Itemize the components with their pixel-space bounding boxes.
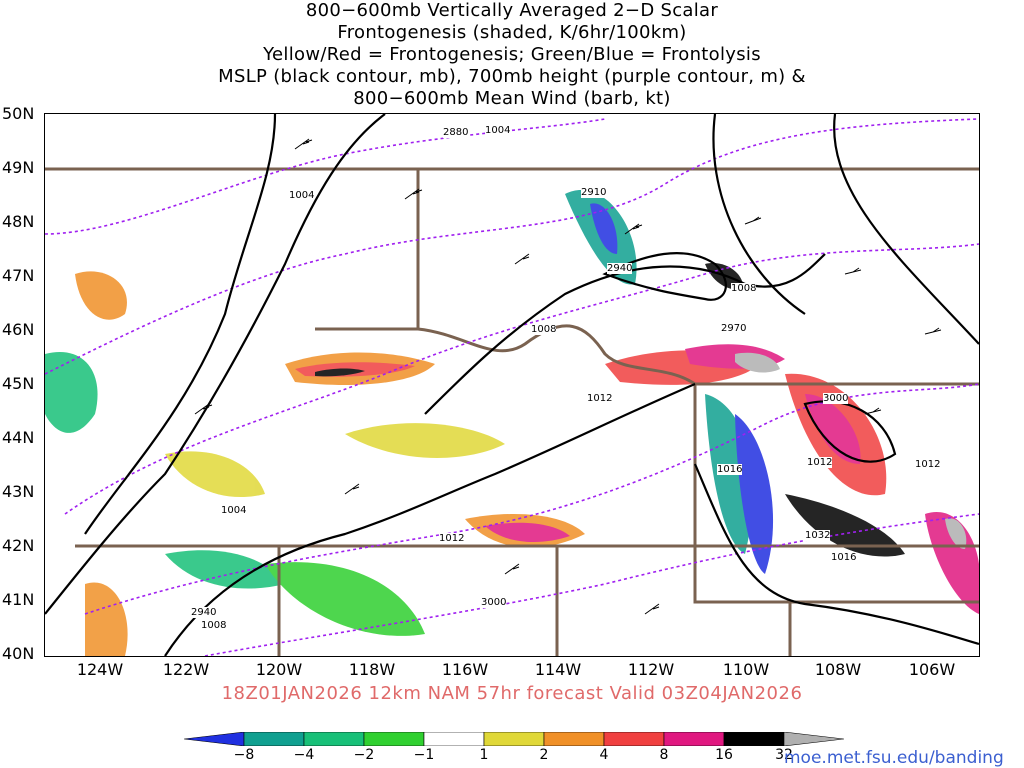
mslp-label: 1004 [221,505,247,516]
height-label: 3000 [823,393,849,404]
mslp-label: 1032 [805,530,831,541]
credit-url: moe.met.fsu.edu/banding [784,748,1004,768]
colorbar-segment [663,732,725,746]
mslp-label: 1004 [485,125,511,136]
lon-label-120w: 120W [255,660,303,679]
colorbar-segment [543,732,605,746]
mslp-contours [45,114,979,656]
colorbar-segment [483,732,545,746]
title-line-5: 800−600mb Mean Wind (barb, kt) [353,88,671,109]
title-line-3: Yellow/Red = Frontogenesis; Green/Blue =… [263,44,761,65]
lat-label-48n: 48N [2,212,35,231]
mslp-label: 1012 [915,459,941,470]
state-borders [45,167,979,656]
lon-label-110w: 110W [722,660,770,679]
colorbar-label: 1 [479,747,489,763]
colorbar-label: 16 [715,747,733,763]
title-line-4: MSLP (black contour, mb), 700mb height (… [218,66,806,87]
lat-label-46n: 46N [2,320,35,339]
lat-label-44n: 44N [2,428,35,447]
colorbar-segment [723,732,785,746]
height-label: 2970 [721,323,747,334]
colorbar-segment [423,732,485,746]
colorbar-segment [243,732,305,746]
lat-label-41n: 41N [2,590,35,609]
lon-label-114w: 114W [534,660,582,679]
title-line-2: Frontogenesis (shaded, K/6hr/100km) [337,22,687,43]
forecast-valid-time: 18Z01JAN2026 12km NAM 57hr forecast Vali… [221,683,803,704]
colorbar-segment [783,732,844,746]
lon-label-112w: 112W [627,660,675,679]
frontogenesis-shading [45,190,979,656]
height-label: 3000 [481,597,507,608]
colorbar-label: −1 [413,747,435,763]
title-line-1: 800−600mb Vertically Averaged 2−D Scalar [305,0,719,21]
lat-label-47n: 47N [2,266,35,285]
lat-label-49n: 49N [2,158,35,177]
lat-label-43n: 43N [2,482,35,501]
mslp-label: 1012 [807,457,833,468]
mslp-label: 1004 [289,190,315,201]
lon-label-122w: 122W [162,660,210,679]
lon-label-116w: 116W [441,660,489,679]
map-panel: 1004 1004 1008 1008 1012 1012 1012 1012 … [44,113,980,657]
mslp-label: 1008 [731,283,757,294]
mslp-label: 1008 [201,620,227,631]
lat-label-50n: 50N [2,104,35,123]
colorbar-segment [363,732,425,746]
colorbar-label: −2 [353,747,375,763]
colorbar-label: 2 [539,747,549,763]
colorbar [184,732,844,746]
lat-label-45n: 45N [2,374,35,393]
colorbar-label: 32 [775,747,793,763]
colorbar-label: 4 [599,747,609,763]
lon-label-124w: 124W [76,660,124,679]
colorbar-label: 8 [659,747,669,763]
lat-label-42n: 42N [2,536,35,555]
mslp-label: 1012 [587,393,613,404]
height-contours [45,118,979,656]
mslp-label: 1016 [831,552,857,563]
wind-barbs [194,138,942,615]
lat-label-40n: 40N [2,644,35,663]
colorbar-segment [184,732,245,746]
colorbar-label: −4 [293,747,315,763]
height-label: 2910 [581,187,607,198]
mslp-label: 1008 [531,324,557,335]
colorbar-segment [303,732,365,746]
lon-label-108w: 108W [814,660,862,679]
height-label: 2880 [443,127,469,138]
map-canvas [45,114,979,656]
lon-label-106w: 106W [908,660,956,679]
height-label: 2940 [607,263,633,274]
colorbar-label: −8 [233,747,255,763]
mslp-label: 1012 [439,533,465,544]
lon-label-118w: 118W [348,660,396,679]
mslp-label: 1016 [717,464,743,475]
height-label: 2940 [191,607,217,618]
colorbar-segment [603,732,665,746]
